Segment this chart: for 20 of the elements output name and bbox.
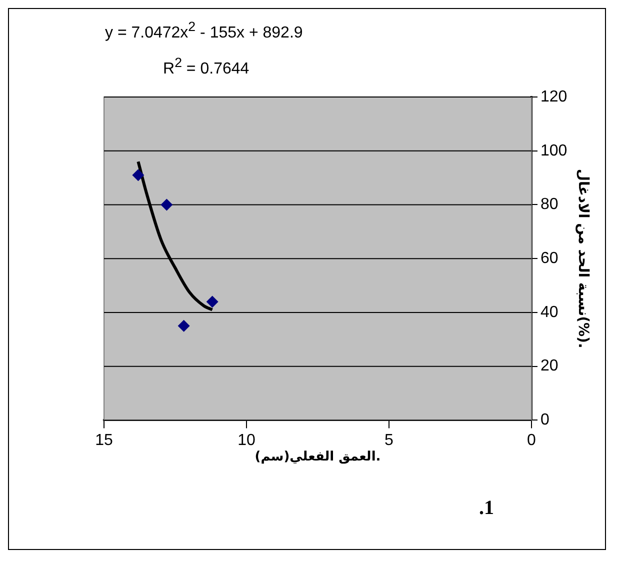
y-tick-label: 0 [540,412,550,429]
y-tick-label: 80 [540,196,558,214]
y-tick-label: 120 [540,88,568,106]
y-tick-label: 40 [540,304,558,321]
y-axis-title: نسبة الحد من الادغال(%). [574,168,591,348]
point [206,296,218,308]
x-axis-title: العمق الفعلي(سم). [254,450,381,465]
x-tick-label: 5 [384,432,394,450]
text: y = 7.0472x$^{2}$ - 155x + 892.9 [105,19,303,42]
x-tick-label: 15 [95,432,113,450]
y-tick-label: 20 [540,358,558,375]
text: .1 [479,497,494,520]
y-tick-label: 100 [540,142,568,160]
y-tick-label: 60 [540,250,558,268]
x-tick-label: 10 [238,432,256,450]
point [178,320,190,332]
x-tick-label: 0 [527,432,536,450]
point [160,198,173,211]
point [132,169,144,182]
text: R$^{2}$ = 0.7644 [163,55,250,78]
